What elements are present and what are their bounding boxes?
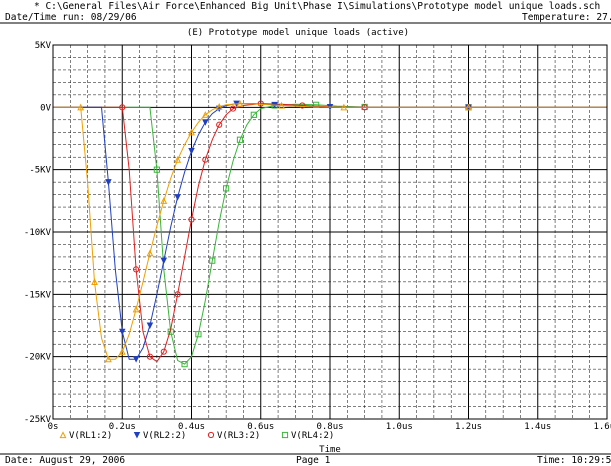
x-axis-label: Time [319, 445, 341, 455]
legend-marker [59, 431, 67, 439]
legend-marker [281, 431, 289, 439]
data-point [119, 328, 126, 336]
plot-frame [52, 44, 608, 420]
data-point [146, 353, 154, 360]
legend: V(RL1:2) V(RL2:2) V(RL3:2) V(RL4:2) [59, 431, 334, 441]
x-tick-label: 1.4us [524, 422, 551, 432]
data-point [132, 356, 140, 363]
footer-page: Page 1 [296, 455, 331, 466]
data-point [174, 291, 181, 298]
data-point [340, 103, 348, 111]
data-point [299, 102, 306, 109]
x-tick-label: 0.6us [247, 422, 274, 432]
data-point [465, 103, 472, 111]
data-point [77, 103, 85, 111]
data-point [201, 111, 209, 118]
data-point [250, 111, 257, 118]
footer-time: Time: 10:29:50 [537, 455, 611, 466]
data-point [188, 128, 195, 136]
legend-entry: V(RL1:2) [59, 431, 112, 441]
data-point [202, 119, 209, 126]
data-point [118, 347, 126, 355]
data-point [153, 166, 160, 173]
data-point [146, 322, 154, 329]
y-tick-label: 5KV [35, 41, 52, 51]
footer-date: Date: August 29, 2006 [5, 455, 126, 466]
data-point [188, 147, 195, 155]
data-point [195, 331, 202, 338]
data-point [209, 257, 216, 264]
x-tick-label: 0.8us [316, 422, 343, 432]
data-point [133, 266, 140, 273]
legend-marker [207, 431, 215, 439]
data-point [188, 216, 195, 223]
data-point [313, 101, 320, 108]
data-point [119, 104, 126, 111]
data-point [174, 155, 182, 163]
legend-entry: V(RL4:2) [281, 431, 334, 441]
legend-label: V(RL1:2) [69, 431, 112, 441]
file-path-header: * C:\General Files\Air Force\Enhanced Bi… [34, 1, 601, 12]
data-point [174, 194, 181, 201]
x-tick-label: 0.2us [109, 422, 136, 432]
legend-label: V(RL3:2) [217, 431, 260, 441]
y-tick-label: -10KV [24, 228, 52, 238]
data-point [105, 179, 112, 186]
x-tick-label: 0s [48, 422, 59, 432]
data-point [146, 249, 154, 257]
legend-marker [133, 431, 141, 439]
data-point [278, 101, 285, 109]
data-point [132, 305, 140, 313]
data-point [160, 197, 168, 204]
data-point [160, 348, 167, 355]
chart-title: (E) Prototype model unique loads (active… [187, 28, 409, 38]
temperature-header: Temperature: 27.0 [522, 12, 611, 23]
x-tick-label: 0.4us [178, 422, 205, 432]
grid [52, 44, 608, 420]
data-point [215, 102, 223, 110]
x-tick-label: 1.6us [593, 422, 611, 432]
data-point [160, 257, 168, 265]
y-tick-label: -5KV [29, 166, 51, 176]
data-point [216, 121, 223, 128]
legend-label: V(RL2:2) [143, 431, 186, 441]
data-point [181, 361, 188, 368]
run-date-header: Date/Time run: 08/29/06 [5, 12, 137, 23]
data-point [223, 185, 230, 192]
legend-entry: V(RL3:2) [207, 431, 260, 441]
data-point [104, 355, 112, 363]
data-point [236, 136, 244, 143]
data-point [91, 278, 98, 285]
data-point [236, 99, 244, 107]
x-tick-label: 1.0us [386, 422, 413, 432]
y-tick-label: -15KV [24, 290, 52, 300]
y-tick-label: -20KV [24, 353, 52, 363]
x-tick-label: 1.2us [455, 422, 482, 432]
series-layer [53, 99, 607, 368]
data-point [229, 105, 237, 112]
legend-label: V(RL4:2) [291, 431, 334, 441]
legend-entry: V(RL2:2) [133, 431, 186, 441]
y-tick-label: 0V [40, 103, 51, 113]
series-V(RL1:2) [53, 99, 607, 363]
data-point [202, 156, 209, 163]
y-tick-label: -25KV [24, 415, 52, 425]
